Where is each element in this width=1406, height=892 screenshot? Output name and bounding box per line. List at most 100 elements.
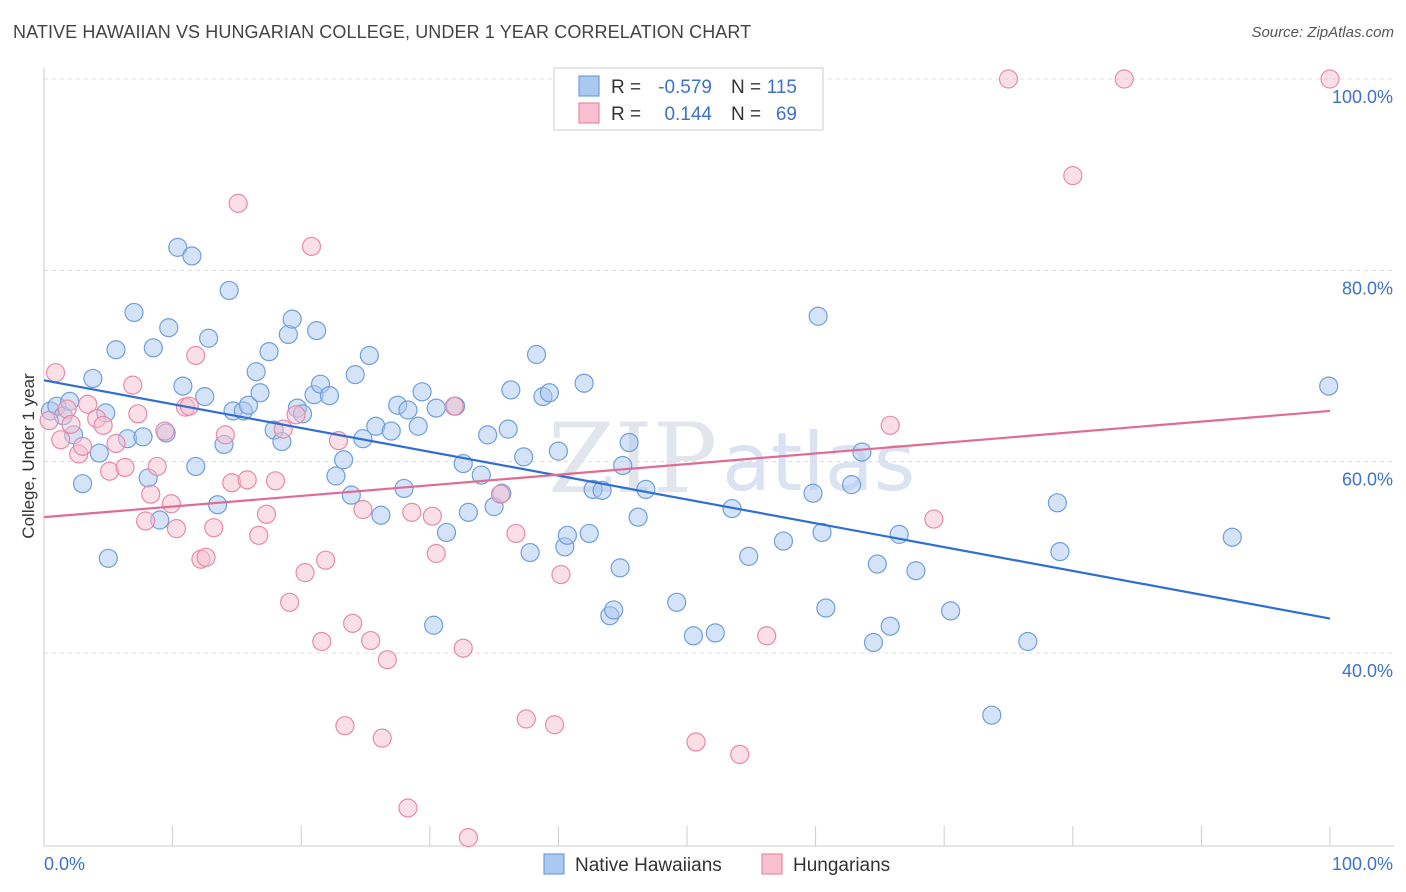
- legend-n-value-2: 69: [776, 104, 797, 125]
- native-hawaiians-point-70: [514, 447, 534, 467]
- hungarians-point-38: [301, 236, 322, 257]
- hungarians-point-37: [295, 563, 315, 583]
- native-hawaiians-point-72: [526, 344, 547, 365]
- legend-r-label-2: R =: [611, 104, 641, 125]
- native-hawaiians-point-101: [863, 632, 884, 653]
- hungarians-point-12: [115, 457, 135, 478]
- hungarians-point-36: [286, 405, 306, 425]
- hungarians-point-68: [1320, 69, 1340, 89]
- native-hawaiians-point-9: [98, 548, 118, 568]
- hungarians-point-40: [316, 550, 336, 570]
- hungarians-point-0: [39, 410, 59, 431]
- hungarians-point-2: [51, 430, 71, 450]
- native-hawaiians-point-83: [604, 600, 624, 620]
- chart-title: NATIVE HAWAIIAN VS HUNGARIAN COLLEGE, UN…: [13, 22, 752, 42]
- native-hawaiians-point-60: [436, 522, 457, 543]
- hungarians-point-45: [361, 630, 381, 651]
- native-hawaiians-point-78: [574, 373, 594, 393]
- hungarians-point-47: [377, 650, 397, 670]
- native-hawaiians-point-107: [982, 705, 1002, 725]
- hungarians-point-4: [61, 414, 81, 434]
- hungarians-point-48: [398, 798, 418, 818]
- hungarians-point-23: [186, 345, 206, 366]
- native-hawaiians-point-88: [636, 479, 656, 500]
- hungarians-point-56: [506, 523, 526, 544]
- hungarians-point-26: [204, 518, 224, 538]
- hungarians-point-16: [141, 484, 161, 504]
- series-native-hawaiians-points: [40, 237, 1339, 725]
- native-hawaiians-point-81: [592, 480, 612, 500]
- hungarians-point-51: [426, 543, 446, 564]
- hungarians-point-59: [551, 564, 571, 585]
- native-hawaiians-point-24: [199, 328, 219, 348]
- native-hawaiians-point-7: [89, 443, 109, 463]
- native-hawaiians-point-49: [359, 345, 379, 366]
- native-hawaiians-point-22: [186, 456, 206, 477]
- native-hawaiians-point-65: [478, 425, 498, 445]
- hungarians-point-31: [249, 525, 269, 545]
- native-hawaiians-point-95: [803, 483, 823, 503]
- hungarians-point-20: [166, 519, 187, 539]
- native-hawaiians-point-18: [159, 318, 179, 338]
- y-tick-label-40: 40.0%: [1342, 661, 1393, 681]
- trend-line-hungarians: [43, 409, 1331, 519]
- native-hawaiians-point-75: [548, 441, 569, 461]
- watermark-zip: ZIP: [548, 403, 717, 515]
- hungarians-point-43: [343, 613, 363, 633]
- legend-n-label-2: N =: [731, 104, 761, 125]
- native-hawaiians-point-41: [307, 321, 327, 341]
- native-hawaiians-point-74: [539, 383, 559, 403]
- native-hawaiians-point-108: [1018, 631, 1038, 652]
- hungarians-point-30: [237, 470, 257, 490]
- y-tick-label-60: 60.0%: [1342, 470, 1393, 490]
- native-hawaiians-point-6: [83, 368, 103, 389]
- hungarians-point-55: [490, 484, 511, 504]
- native-hawaiians-point-23: [195, 387, 215, 407]
- y-tick-label-80: 80.0%: [1342, 278, 1393, 298]
- series-hungarians-points: [39, 69, 1340, 848]
- hungarians-point-27: [215, 425, 235, 445]
- hungarians-point-53: [453, 638, 473, 658]
- native-hawaiians-point-12: [124, 302, 144, 323]
- legend-swatch-blue: [578, 75, 600, 97]
- hungarians-point-42: [335, 716, 355, 736]
- hungarians-point-29: [228, 193, 248, 213]
- native-hawaiians-point-94: [773, 531, 794, 551]
- native-hawaiians-point-47: [345, 365, 365, 385]
- native-hawaiians-point-86: [619, 432, 639, 453]
- hungarians-point-39: [312, 631, 332, 652]
- bottom-legend-label-hungarians: Hungarians: [793, 855, 890, 876]
- hungarians-point-52: [444, 396, 464, 416]
- native-hawaiians-point-77: [557, 525, 578, 545]
- native-hawaiians-point-71: [520, 542, 540, 563]
- hungarians-point-61: [730, 744, 750, 765]
- native-hawaiians-point-59: [426, 398, 446, 418]
- legend-n-value-1: 115: [767, 77, 797, 98]
- native-hawaiians-point-52: [381, 421, 401, 441]
- native-hawaiians-point-89: [667, 592, 687, 612]
- legend-r-label-1: R =: [611, 77, 641, 98]
- native-hawaiians-point-106: [941, 601, 961, 621]
- native-hawaiians-point-45: [334, 450, 354, 470]
- trend-line-native-hawaiians: [43, 379, 1331, 620]
- native-hawaiians-point-30: [238, 395, 259, 415]
- hungarians-point-18: [155, 421, 175, 441]
- native-hawaiians-point-112: [1319, 376, 1339, 396]
- native-hawaiians-point-87: [628, 507, 648, 527]
- hungarians-point-9: [93, 415, 113, 435]
- correlation-legend: R = -0.579 N = 115 R = 0.144 N = 69: [553, 67, 824, 131]
- native-hawaiians-point-43: [319, 386, 340, 406]
- hungarians-point-64: [924, 509, 944, 529]
- hungarians-point-14: [128, 404, 148, 424]
- native-hawaiians-point-103: [880, 616, 900, 636]
- native-hawaiians-point-105: [906, 561, 926, 581]
- native-hawaiians-point-33: [259, 342, 279, 362]
- hungarians-point-11: [106, 433, 126, 454]
- hungarians-point-54: [458, 828, 478, 848]
- native-hawaiians-point-13: [133, 427, 153, 447]
- native-hawaiians-point-20: [173, 376, 193, 396]
- legend-n-label-1: N =: [731, 77, 761, 98]
- native-hawaiians-point-10: [106, 340, 126, 360]
- hungarians-point-13: [123, 375, 143, 395]
- hungarians-point-57: [516, 709, 536, 729]
